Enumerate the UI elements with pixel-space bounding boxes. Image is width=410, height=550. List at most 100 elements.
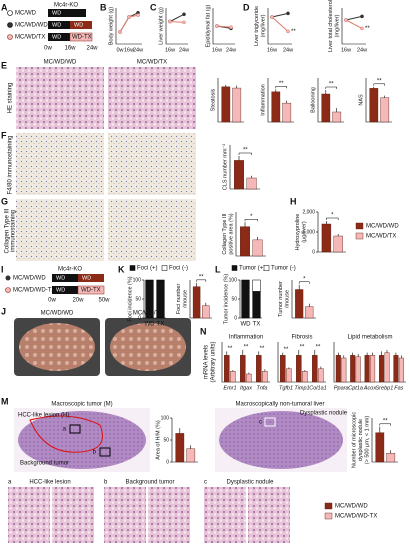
bar: [246, 373, 252, 383]
bar: [321, 223, 332, 253]
y-axis-label: Epididymal fat (g): [205, 4, 211, 47]
side-label: HE staining: [8, 83, 14, 114]
significance: **: [243, 148, 248, 154]
schema-bar: [52, 274, 78, 282]
side-label: F4/80 immunostaining: [8, 135, 14, 194]
image-label: b: [104, 480, 108, 486]
bar-segment: [241, 279, 250, 319]
x-tick-label: Tnfa: [256, 385, 267, 391]
y-axis-label: /mouse: [182, 290, 188, 308]
histology-image: [16, 199, 104, 261]
bar: [186, 448, 196, 463]
bar: [350, 355, 356, 383]
sig-bracket: [275, 86, 287, 89]
significance: *: [250, 214, 253, 220]
image-label: HCC-like lesion (H): [18, 413, 69, 419]
bar: [380, 97, 390, 123]
y-tick-label: 0: [138, 315, 141, 321]
legend-swatch: [355, 232, 364, 240]
line: [271, 12, 289, 18]
sig-bracket: [325, 86, 337, 89]
bar: [355, 356, 361, 383]
point: [168, 19, 172, 24]
y-axis-label: NAS: [358, 94, 364, 106]
x-tick-label: Emr1: [223, 385, 236, 391]
bar: [312, 355, 318, 383]
y-axis-label: Area of H/M (%): [155, 420, 161, 460]
y-tick-label: 1,000: [302, 229, 315, 235]
panel-letter: L: [215, 264, 221, 274]
group-label: MC/WD/WD-TX: [13, 288, 55, 294]
x-tick-label: 16w: [165, 47, 175, 53]
legend-label: Foci (-): [169, 266, 188, 272]
sig-bracket: [373, 83, 385, 86]
x-tick-label: Itgax: [240, 385, 252, 391]
bar: [286, 368, 292, 383]
panel-letter: F: [1, 130, 7, 140]
segment-label: WD: [82, 275, 91, 281]
marker: [7, 22, 13, 28]
x-tick-label: Srebp1: [376, 385, 394, 391]
x-tick-label: WD: [241, 322, 252, 328]
x-tick-label: Tgfb1: [279, 385, 293, 391]
bar: [370, 355, 376, 383]
legend-label: MC/WD/WD: [366, 224, 399, 230]
significance: **: [300, 345, 305, 351]
x-tick-label: 16w: [267, 47, 277, 53]
segment-label: WD: [56, 275, 65, 281]
x-tick-label: 24w: [179, 47, 189, 53]
bar: [398, 357, 404, 383]
marker: [5, 275, 11, 281]
legend-swatch: [324, 502, 333, 510]
inset-box: [69, 424, 81, 434]
panel-letter: B: [100, 2, 107, 12]
point: [286, 29, 290, 34]
panel-letter: H: [290, 196, 297, 206]
legend-swatch: [355, 222, 364, 230]
y-tick-label: 100: [133, 277, 142, 283]
significance: **: [279, 81, 284, 87]
sig-bracket: [244, 219, 258, 222]
y-axis-label: Liver weight (g): [158, 7, 164, 45]
legend-swatch: [324, 512, 333, 520]
x-tick-label: 16w: [341, 47, 351, 53]
bar-segment: [252, 279, 261, 292]
y-tick-label: 0: [312, 249, 315, 255]
panel-letter: A: [1, 2, 8, 12]
panel-letter: C: [150, 2, 157, 12]
image-label: a: [63, 427, 67, 433]
axis: [277, 342, 326, 383]
x-tick-label: Col1a1: [309, 385, 326, 391]
y-axis-label: Liver triglyceride: [254, 6, 260, 46]
liver-photo: [110, 323, 186, 371]
y-axis-label: /mouse: [284, 290, 290, 308]
axis: [165, 8, 188, 45]
side-label: immunostaining: [11, 210, 17, 252]
chart-title: Fibrosis: [291, 335, 312, 341]
time-label: 16w: [64, 46, 76, 52]
y-axis-label: Inflammation: [260, 84, 266, 116]
x-tick-label: 16w: [212, 47, 222, 53]
histology-image: [148, 487, 190, 543]
x-tick-label: WD: [145, 322, 156, 328]
point: [344, 18, 348, 22]
image-label: b: [93, 450, 97, 456]
group-label: MC/WD/WD: [13, 276, 46, 282]
schema-bar: [48, 33, 70, 41]
image-title: Dysplastic nodule: [226, 480, 274, 486]
segment-label: WD: [52, 22, 61, 28]
schema-bar: [69, 32, 93, 42]
y-axis-label: Foci incidence (%): [127, 276, 133, 321]
bar: [252, 239, 263, 257]
bar: [332, 111, 342, 123]
significance: *: [331, 213, 334, 219]
bar: [364, 355, 370, 383]
bar: [224, 355, 230, 383]
time-label: 24w: [86, 46, 98, 52]
bar: [202, 305, 210, 319]
bar: [232, 87, 242, 123]
bar: [296, 355, 302, 383]
schema-bar: [70, 21, 92, 29]
line: [345, 19, 363, 29]
bar: [271, 91, 281, 123]
